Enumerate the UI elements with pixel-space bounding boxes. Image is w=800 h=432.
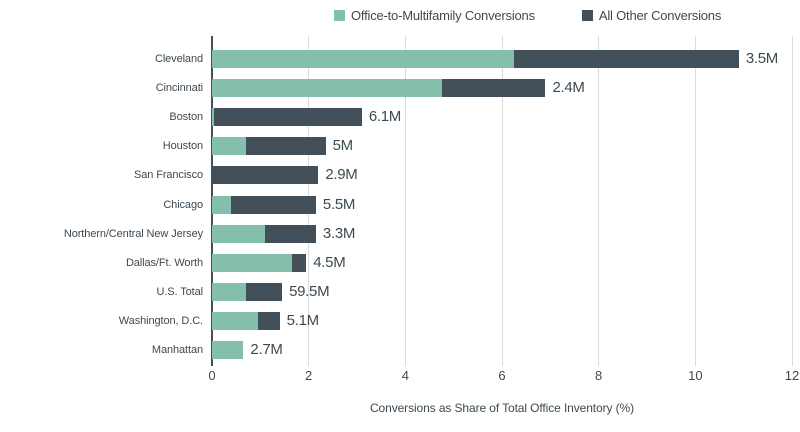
category-label: Dallas/Ft. Worth xyxy=(125,256,203,269)
gridline-x-4 xyxy=(404,36,406,366)
bar-segment-all-other xyxy=(214,108,362,127)
x-axis-title: Conversions as Share of Total Office Inv… xyxy=(369,401,635,415)
category-label: Chicago xyxy=(163,198,203,211)
bar-segment-all-other xyxy=(441,79,546,98)
bar-row-1: 2.4M xyxy=(212,79,585,98)
bar-segment-all-other xyxy=(291,253,307,272)
bar-segment-all-other xyxy=(257,311,280,330)
x-tick-label-2: 2 xyxy=(305,368,313,383)
category-label: U.S. Total xyxy=(156,285,204,298)
bar-segment-office-to-multifamily xyxy=(212,311,258,330)
legend: Office-to-Multifamily Conversions All Ot… xyxy=(334,8,721,23)
bar-value-label: 59.5M xyxy=(289,282,330,300)
bar-value-label: 2.4M xyxy=(552,79,585,97)
x-tick-label-8: 8 xyxy=(595,368,603,383)
bar-segment-office-to-multifamily xyxy=(212,108,215,127)
bar-row-7: 4.5M xyxy=(212,253,346,272)
bar-segment-office-to-multifamily xyxy=(212,224,266,243)
legend-swatch-slate-icon xyxy=(581,10,593,21)
bar-segment-office-to-multifamily xyxy=(212,50,515,68)
bar-value-label: 5.1M xyxy=(286,311,319,329)
bar-value-label: 4.5M xyxy=(313,253,346,271)
bar-row-2: 6.1M xyxy=(212,108,401,127)
x-tick-label-6: 6 xyxy=(498,368,506,383)
x-tick-label-10: 10 xyxy=(688,368,703,383)
gridline-x-10 xyxy=(694,36,696,366)
bar-row-9: 5.1M xyxy=(212,311,319,330)
category-label: Washington, D.C. xyxy=(118,314,203,327)
category-axis-labels: Cleveland Cincinnati Boston Houston San Fran… xyxy=(0,36,203,360)
bar-value-label: 3.3M xyxy=(322,224,356,242)
bar-segment-all-other xyxy=(265,224,316,243)
legend-item-office-to-multifamily: Office-to-Multifamily Conversions xyxy=(334,8,535,23)
bar-segment-all-other xyxy=(231,195,316,214)
x-tick-label-4: 4 xyxy=(401,368,409,383)
bar-row-10: 2.7M xyxy=(212,341,283,359)
bar-row-5: 5.5M xyxy=(212,195,356,214)
bar-row-0: 3.5M xyxy=(212,50,778,68)
bar-value-label: 2.9M xyxy=(325,166,358,184)
bar-row-6: 3.3M xyxy=(212,224,356,243)
bar-segment-office-to-multifamily xyxy=(212,341,244,359)
x-tick-label-0: 0 xyxy=(208,368,216,383)
bar-value-label: 2.7M xyxy=(250,341,283,358)
legend-label: All Other Conversions xyxy=(598,8,722,23)
bar-value-label: 3.5M xyxy=(745,50,778,67)
bar-segment-all-other xyxy=(514,50,739,68)
bar-value-label: 5.5M xyxy=(322,195,356,213)
category-label: Houston xyxy=(162,140,203,153)
bar-segment-all-other xyxy=(212,166,319,185)
bar-row-4: 2.9M xyxy=(212,166,358,185)
plot-area: 3.5M 2.4M 6.1M 5M 2.9M 5.5M 3.3M 4.5M 59.5M 5.1M 2… xyxy=(211,36,793,366)
category-label: San Francisco xyxy=(133,169,203,182)
gridline-x-8 xyxy=(598,36,600,366)
bar-value-label: 6.1M xyxy=(368,108,401,126)
bar-segment-office-to-multifamily xyxy=(212,282,246,301)
bar-segment-all-other xyxy=(245,282,283,301)
bar-row-8: 59.5M xyxy=(212,282,330,301)
bar-segment-office-to-multifamily xyxy=(212,79,442,98)
bar-segment-office-to-multifamily xyxy=(212,137,246,156)
category-label: Manhattan xyxy=(151,344,203,356)
category-label: Cleveland xyxy=(154,53,203,65)
gridline-x-12 xyxy=(791,36,793,366)
bar-value-label: 5M xyxy=(332,137,354,155)
category-label: Cincinnati xyxy=(155,82,203,95)
bar-row-3: 5M xyxy=(212,137,354,156)
category-label: Northern/Central New Jersey xyxy=(63,227,203,240)
legend-swatch-teal-icon xyxy=(334,10,345,21)
gridline-x-6 xyxy=(501,36,503,366)
bar-segment-office-to-multifamily xyxy=(212,195,232,214)
x-tick-label-12: 12 xyxy=(784,368,800,383)
bar-segment-office-to-multifamily xyxy=(212,253,292,272)
category-label: Boston xyxy=(169,111,203,124)
legend-label: Office-to-Multifamily Conversions xyxy=(351,8,535,23)
legend-item-all-other: All Other Conversions xyxy=(581,8,722,23)
bar-segment-all-other xyxy=(245,137,326,156)
